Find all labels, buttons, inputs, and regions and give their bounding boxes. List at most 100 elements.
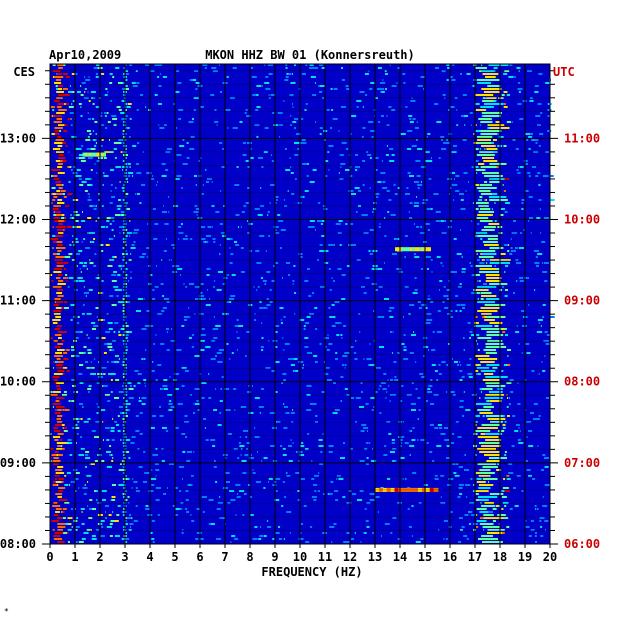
spectral-streak <box>507 355 509 357</box>
spectral-streak <box>128 259 132 261</box>
spectral-streak <box>525 163 529 165</box>
spectral-streak <box>416 175 421 177</box>
spectral-streak <box>118 199 121 201</box>
spectral-streak <box>417 397 421 399</box>
spectral-streak <box>141 403 146 405</box>
frequency-band <box>58 274 63 276</box>
spectral-streak <box>96 529 99 531</box>
spectral-streak <box>400 400 403 402</box>
spectral-streak <box>506 262 510 264</box>
spectral-streak <box>52 505 58 507</box>
spectral-streak <box>542 316 545 318</box>
spectral-streak <box>293 358 298 360</box>
spectral-streak <box>129 514 132 516</box>
frequency-band <box>55 481 62 483</box>
frequency-band <box>122 142 126 144</box>
spectral-streak <box>110 217 115 219</box>
spectral-streak <box>82 487 88 489</box>
spectral-streak <box>95 277 98 279</box>
spectral-streak <box>220 232 225 234</box>
spectral-streak <box>153 343 155 345</box>
x-tick-label: 3 <box>121 550 128 564</box>
spectral-streak <box>235 514 237 516</box>
spectral-streak <box>426 136 428 138</box>
spectral-streak <box>268 64 273 66</box>
spectral-streak <box>521 202 524 204</box>
spectral-streak <box>401 385 404 387</box>
spectral-streak <box>118 331 121 333</box>
spectral-streak <box>211 181 213 183</box>
spectral-streak <box>88 100 91 102</box>
spectral-streak <box>67 166 70 168</box>
spectral-streak <box>476 172 478 174</box>
spectral-streak <box>312 226 315 228</box>
frequency-band <box>122 259 125 261</box>
spectral-streak <box>482 415 485 417</box>
frequency-band <box>58 187 63 189</box>
spectral-streak <box>381 115 384 117</box>
spectral-streak <box>427 133 431 135</box>
spectral-streak <box>381 535 382 537</box>
spectral-streak <box>397 352 401 354</box>
frequency-band <box>487 532 502 534</box>
frequency-band <box>480 133 498 135</box>
frequency-band <box>484 454 500 456</box>
spectral-streak <box>250 67 253 69</box>
frequency-band <box>486 97 497 99</box>
spectral-streak <box>518 91 521 93</box>
spectral-streak <box>70 481 73 483</box>
spectral-streak <box>201 193 204 195</box>
spectral-streak <box>515 259 519 261</box>
spectral-streak <box>70 118 72 120</box>
spectral-streak <box>125 439 131 441</box>
spectral-streak <box>133 520 138 522</box>
spectral-streak <box>240 271 245 273</box>
spectral-streak <box>133 385 136 387</box>
seismic-event <box>96 152 99 157</box>
spectral-streak <box>146 310 150 312</box>
spectral-streak <box>336 478 338 480</box>
spectral-streak <box>127 496 130 498</box>
spectral-streak <box>354 352 357 354</box>
spectral-streak <box>120 151 123 153</box>
spectral-streak <box>120 439 122 441</box>
spectral-streak <box>477 343 479 345</box>
frequency-band <box>53 268 63 270</box>
spectral-streak <box>122 169 124 171</box>
spectral-streak <box>442 301 445 303</box>
seismic-event <box>390 487 396 492</box>
spectral-streak <box>311 403 317 405</box>
frequency-band <box>124 301 128 303</box>
spectral-streak <box>504 454 507 456</box>
spectral-streak <box>417 148 423 150</box>
spectral-streak <box>78 157 84 159</box>
seismic-event <box>418 487 423 492</box>
spectral-streak <box>442 265 444 267</box>
spectral-streak <box>541 361 543 363</box>
spectral-streak <box>439 256 441 258</box>
spectral-streak <box>426 208 431 210</box>
spectral-streak <box>463 349 465 351</box>
spectral-streak <box>460 364 462 366</box>
spectral-streak <box>480 124 482 126</box>
spectral-streak <box>211 226 213 228</box>
spectral-streak <box>69 484 71 486</box>
spectral-streak <box>369 187 371 189</box>
frequency-band <box>125 70 129 72</box>
spectral-streak <box>63 391 67 393</box>
spectral-streak <box>457 364 460 366</box>
spectral-streak <box>292 103 293 105</box>
spectral-streak <box>419 232 425 234</box>
spectral-streak <box>373 310 375 312</box>
spectral-streak <box>206 235 211 237</box>
spectral-streak <box>90 169 93 171</box>
spectral-streak <box>536 217 541 219</box>
spectral-streak <box>331 109 334 111</box>
spectral-streak <box>305 322 310 324</box>
spectral-streak <box>531 370 535 372</box>
spectral-streak <box>531 139 533 141</box>
spectral-streak <box>234 184 240 186</box>
spectral-streak <box>315 82 317 84</box>
spectral-streak <box>101 205 104 207</box>
frequency-band <box>122 478 126 480</box>
